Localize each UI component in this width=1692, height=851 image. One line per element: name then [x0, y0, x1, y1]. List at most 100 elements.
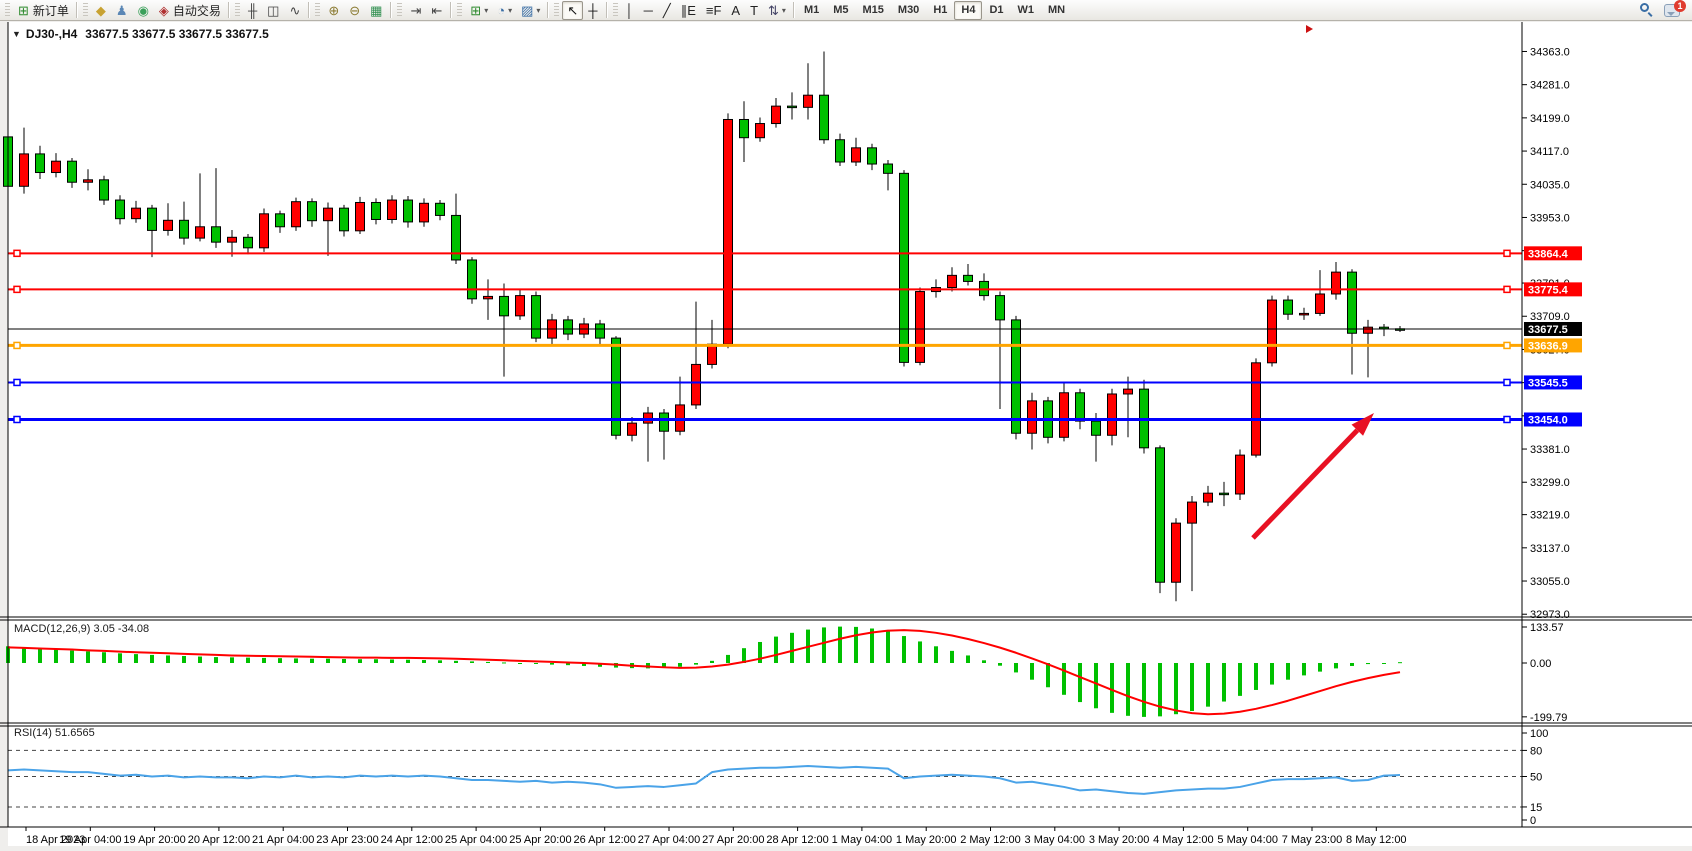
time-axis-label[interactable]: 19 Apr 04:00 [59, 834, 121, 846]
macd-histogram-bar [998, 663, 1002, 666]
price-tag-33864.4: 33864.4 [1528, 248, 1569, 260]
timeframe-m30-button[interactable]: M30 [897, 4, 920, 16]
periods-button[interactable]: ◔ ▾ [492, 1, 516, 20]
timeframe-h1-button[interactable]: H1 [933, 4, 948, 16]
line-anchor-marker[interactable] [1503, 285, 1511, 294]
time-axis-label[interactable]: 26 Apr 12:00 [574, 834, 636, 846]
time-axis-label[interactable]: 28 Apr 12:00 [766, 834, 828, 846]
new-order-button[interactable]: ⊞ 新订单 [13, 1, 73, 20]
time-axis-label[interactable]: 2 May 12:00 [960, 834, 1021, 846]
signals-icon[interactable]: ◉ [133, 1, 154, 20]
macd-histogram-bar [1110, 663, 1114, 713]
time-axis-label[interactable]: 19 Apr 20:00 [123, 834, 185, 846]
time-axis-label[interactable]: 27 Apr 20:00 [702, 834, 764, 846]
macd-histogram-bar [822, 627, 826, 663]
chevron-down-icon: ▾ [484, 5, 489, 15]
templates-button[interactable]: ▨ ▾ [516, 1, 544, 20]
trendline-button[interactable]: ╱ [658, 1, 676, 20]
candle-body [819, 94, 829, 141]
time-axis-label[interactable]: 4 May 12:00 [1153, 834, 1214, 846]
chat-badge: 1 [1674, 0, 1686, 12]
time-axis-label[interactable]: 7 May 23:00 [1282, 834, 1343, 846]
timeframe-m5-button[interactable]: M5 [833, 4, 849, 16]
line-anchor-marker[interactable] [13, 249, 21, 258]
timeframe-d1-button[interactable]: D1 [989, 4, 1004, 16]
timeframe-w1-button[interactable]: W1 [1017, 4, 1035, 16]
trend-arrow-line[interactable] [1251, 428, 1360, 540]
time-axis-label[interactable]: 1 May 20:00 [896, 834, 957, 846]
line-anchor-marker[interactable] [1503, 415, 1511, 424]
chart-window-icon[interactable]: ◆ [91, 1, 111, 20]
time-axis-label[interactable]: 18 Apr 2023 [26, 834, 85, 846]
candlestick-chart-type-button[interactable]: ◫ [262, 1, 284, 20]
text-button[interactable]: A [726, 1, 745, 20]
time-axis-label[interactable]: 5 May 04:00 [1217, 834, 1278, 846]
macd-tick-label: -199.79 [1530, 712, 1567, 724]
bar-chart-type-button[interactable]: ╫ [243, 1, 262, 20]
line-chart-type-button[interactable]: ∿ [284, 1, 305, 20]
search-icon[interactable] [1640, 3, 1654, 17]
candle-body [67, 160, 77, 183]
horizontal-line-button[interactable]: ─ [639, 1, 658, 20]
toolbar-drag-handle [612, 3, 618, 17]
market-watch-icon[interactable]: ♟ [111, 1, 133, 20]
zoom-out-button[interactable]: ⊖ [344, 1, 365, 20]
chart-canvas[interactable]: 34363.0 34281.0 34199.0 34117.0 34035.0 33953… [0, 22, 1692, 846]
line-anchor-marker[interactable] [13, 415, 21, 424]
line-anchor-marker[interactable] [13, 285, 21, 294]
macd-histogram-bar [310, 658, 314, 663]
time-axis-label[interactable]: 25 Apr 04:00 [445, 834, 507, 846]
time-axis-label[interactable]: 25 Apr 20:00 [509, 834, 571, 846]
chart-title-dropdown-icon[interactable]: ▼ [12, 29, 21, 39]
text-label-button[interactable]: T [745, 1, 763, 20]
line-anchor-marker[interactable] [1503, 378, 1511, 387]
line-anchor-marker[interactable] [13, 378, 21, 387]
tile-windows-button[interactable]: ▦ [365, 1, 387, 20]
chart-shift-button-icon: ⇤ [431, 2, 443, 18]
timeframe-m1-button[interactable]: M1 [803, 4, 820, 16]
macd-histogram-bar [198, 656, 202, 663]
timeframe-m15-button[interactable]: M15 [862, 4, 884, 16]
equidistant-channel-button[interactable]: ∥E [676, 1, 701, 20]
timeframe-h4-button[interactable]: H4 [954, 0, 983, 20]
line-anchor-marker[interactable] [1503, 249, 1511, 258]
market-watch-icon-icon: ♟ [115, 2, 128, 18]
crosshair-button[interactable]: ┼ [583, 1, 602, 20]
candle-body [963, 274, 973, 282]
chart-shift-button[interactable]: ⇤ [426, 1, 447, 20]
vertical-line-button[interactable]: │ [621, 1, 639, 20]
cursor-button[interactable]: ↖ [562, 0, 584, 20]
time-axis-label[interactable]: 24 Apr 12:00 [381, 834, 443, 846]
line-anchor-marker[interactable] [1503, 341, 1511, 350]
macd-histogram-bar [1014, 663, 1018, 673]
timeframe-mn-button[interactable]: MN [1048, 4, 1066, 16]
autotrading-button[interactable]: ◈ 自动交易 [154, 1, 225, 20]
time-axis-label[interactable]: 1 May 04:00 [832, 834, 893, 846]
trend-arrow-head[interactable] [1351, 413, 1374, 436]
time-axis-label[interactable]: 23 Apr 23:00 [316, 834, 378, 846]
arrows-button[interactable]: ⇅ ▾ [763, 1, 790, 20]
chat-icon[interactable]: 1 [1664, 0, 1686, 17]
price-tag-33775.4: 33775.4 [1528, 284, 1569, 296]
candle-body [803, 94, 813, 108]
fibonacci-button[interactable]: ≡F [701, 1, 727, 20]
macd-histogram-bar [1094, 663, 1098, 709]
search-tail [1647, 12, 1653, 17]
candle-body [1219, 492, 1229, 496]
time-axis-label[interactable]: 21 Apr 04:00 [252, 834, 314, 846]
candle-body [1155, 447, 1165, 583]
auto-scroll-button[interactable]: ⇥ [405, 1, 426, 20]
time-axis-label[interactable]: 3 May 04:00 [1025, 834, 1086, 846]
zoom-in-button[interactable]: ⊕ [323, 1, 344, 20]
time-axis-label[interactable]: 20 Apr 12:00 [188, 834, 250, 846]
price-tick-label: 33055.0 [1530, 576, 1570, 588]
time-axis-label[interactable]: 3 May 20:00 [1089, 834, 1150, 846]
macd-histogram-bar [1142, 663, 1146, 717]
time-axis-label[interactable]: 8 May 12:00 [1346, 834, 1407, 846]
indicators-button[interactable]: ⊞ ▾ [465, 1, 492, 20]
time-axis-label[interactable]: 27 Apr 04:00 [638, 834, 700, 846]
line-anchor-marker[interactable] [13, 341, 21, 350]
macd-histogram-bar [1254, 663, 1258, 690]
candle-body [1011, 319, 1021, 434]
candle-body [179, 219, 189, 239]
